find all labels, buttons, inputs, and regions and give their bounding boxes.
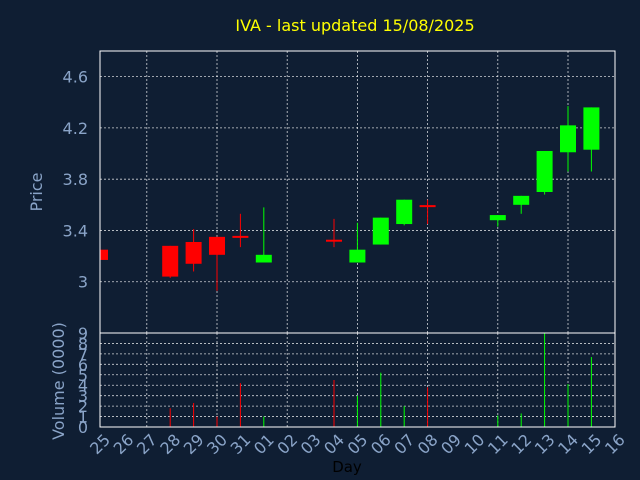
candle-body [536, 150, 553, 192]
x-ticks: 2526272829303101020304050607080910111213… [86, 430, 629, 458]
volume-tick-label: 6 [78, 355, 88, 374]
candle-01 [255, 207, 272, 263]
candle-11 [489, 215, 506, 227]
candle-body [372, 217, 389, 245]
candle-body [162, 245, 179, 277]
volume-tick-label: 7 [78, 345, 88, 364]
x-axis-label: Day [332, 458, 362, 476]
candle-25 [99, 249, 108, 260]
candle-body [209, 236, 225, 255]
candle-14 [560, 106, 576, 172]
candle-31 [232, 213, 249, 248]
candle-body [349, 249, 366, 263]
volume-tick-label: 5 [78, 366, 88, 385]
candle-29 [185, 229, 202, 272]
candle-04 [326, 218, 342, 248]
price-tick-label: 3 [78, 273, 88, 292]
candle-body [396, 199, 413, 225]
volume-panel-border [99, 332, 616, 428]
candle-body [255, 254, 272, 263]
candle-12 [513, 195, 530, 214]
candle-06 [372, 217, 389, 245]
candle-body [489, 215, 506, 221]
candle-body [560, 125, 576, 153]
price-y-ticks: 3 3.4 3.8 4.2 4.6 [63, 68, 88, 292]
price-y-axis-label: Price [27, 172, 46, 211]
price-tick-label: 3.4 [63, 221, 88, 240]
volume-tick-label: 4 [78, 376, 88, 395]
candle-13 [536, 150, 553, 195]
candle-body [583, 107, 600, 150]
price-panel: 3 3.4 3.8 4.2 4.6 [63, 50, 616, 334]
candle-28 [162, 245, 179, 278]
candle-30 [209, 236, 225, 291]
price-tick-label: 4.2 [63, 119, 88, 138]
candle-07 [396, 199, 413, 226]
volume-tick-label: 8 [78, 334, 88, 353]
candle-08 [419, 199, 436, 225]
candle-15 [583, 107, 600, 172]
volume-tick-label: 2 [78, 397, 88, 416]
candle-body [185, 241, 202, 264]
volume-tick-label: 3 [78, 387, 88, 406]
chart-title: IVA - last updated 15/08/2025 [235, 16, 474, 35]
volume-y-axis-label: Volume (0000) [49, 322, 68, 440]
volume-bars [169, 333, 592, 427]
volume-tick-label: 1 [78, 408, 88, 427]
volume-tick-label: 9 [78, 324, 88, 343]
volume-tick-label: 0 [78, 418, 88, 437]
candle-05 [349, 222, 366, 263]
price-candles [99, 106, 600, 291]
price-grid [100, 51, 615, 333]
price-tick-label: 4.6 [63, 68, 88, 87]
candle-body [100, 249, 108, 260]
price-tick-label: 3.8 [63, 170, 88, 189]
candle-body [513, 195, 530, 205]
